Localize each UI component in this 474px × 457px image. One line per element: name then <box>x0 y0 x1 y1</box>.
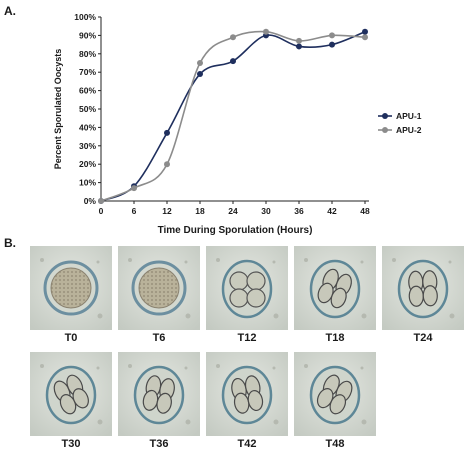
oocyst-image <box>30 352 112 436</box>
y-tick-label: 100% <box>74 12 96 22</box>
micrograph-t24 <box>382 246 464 330</box>
y-tick-label: 10% <box>79 178 96 188</box>
micrograph-label: T12 <box>237 332 257 344</box>
micrograph-label: T48 <box>325 438 345 450</box>
micrograph-t12 <box>206 246 288 330</box>
micrograph-t30 <box>30 352 112 436</box>
data-point-apu-2 <box>296 37 302 44</box>
legend-marker-apu-2 <box>382 127 388 133</box>
data-point-apu-1 <box>296 43 302 50</box>
y-tick-label: 60% <box>79 86 96 96</box>
micrograph-label: T42 <box>237 438 257 450</box>
oocyst-image <box>294 246 376 330</box>
oocyst-image <box>206 246 288 330</box>
x-tick-label: 42 <box>327 206 337 216</box>
micrograph-label: T36 <box>149 438 169 450</box>
micrograph-label: T6 <box>152 332 166 344</box>
micrograph-label: T24 <box>413 332 433 344</box>
data-point-apu-1 <box>197 71 203 78</box>
data-point-apu-2 <box>362 34 368 41</box>
x-tick-label: 18 <box>195 206 205 216</box>
data-point-apu-1 <box>230 58 236 65</box>
y-tick-label: 20% <box>79 159 96 169</box>
data-point-apu-2 <box>230 34 236 41</box>
y-axis-label: Percent Sporulated Oocysts <box>53 49 63 170</box>
legend-marker-apu-1 <box>382 113 388 119</box>
panel-a-label: A. <box>4 4 16 18</box>
legend-label-apu-2: APU-2 <box>396 125 422 135</box>
x-axis-label: Time During Sporulation (Hours) <box>158 225 313 236</box>
data-point-apu-1 <box>164 129 170 136</box>
y-tick-label: 90% <box>79 30 96 40</box>
micrograph-label: T18 <box>325 332 345 344</box>
y-tick-label: 50% <box>79 104 96 114</box>
micrograph-t18 <box>294 246 376 330</box>
data-point-apu-2 <box>329 32 335 39</box>
micrograph-t6 <box>118 246 200 330</box>
micrograph-t48 <box>294 352 376 436</box>
oocyst-image <box>294 352 376 436</box>
oocyst-image <box>118 246 200 330</box>
data-point-apu-1 <box>329 41 335 48</box>
y-tick-label: 0% <box>84 196 97 206</box>
y-tick-label: 40% <box>79 122 96 132</box>
data-point-apu-2 <box>197 60 203 66</box>
oocyst-image <box>30 246 112 330</box>
legend-label-apu-1: APU-1 <box>396 111 422 121</box>
data-point-apu-2 <box>263 28 269 35</box>
micrograph-t42 <box>206 352 288 436</box>
micrograph-label: T0 <box>64 332 78 344</box>
sporulation-line-chart: 0% 10% 20% 30% 40% 50% 60% 70% 80% 90% 100% 0 6 12 18 2… <box>53 12 422 236</box>
data-point-apu-2 <box>164 161 170 168</box>
x-tick-label: 48 <box>360 206 370 216</box>
micrograph-t36 <box>118 352 200 436</box>
y-tick-label: 70% <box>79 67 96 77</box>
micrograph-t0 <box>30 246 112 330</box>
data-point-apu-1 <box>362 28 368 35</box>
x-tick-label: 30 <box>261 206 271 216</box>
data-point-apu-2 <box>131 185 137 192</box>
panel-b-label: B. <box>4 236 16 250</box>
x-tick-label: 36 <box>294 206 304 216</box>
oocyst-image <box>118 352 200 436</box>
oocyst-image <box>382 246 464 330</box>
x-tick-label: 0 <box>99 206 104 216</box>
oocyst-image <box>206 352 288 436</box>
y-tick-label: 80% <box>79 49 96 59</box>
y-tick-label: 30% <box>79 141 96 151</box>
x-tick-label: 24 <box>228 206 238 216</box>
data-point-apu-2 <box>98 198 104 204</box>
x-tick-label: 12 <box>162 206 172 216</box>
micrograph-label: T30 <box>61 438 81 450</box>
x-tick-label: 6 <box>132 206 137 216</box>
